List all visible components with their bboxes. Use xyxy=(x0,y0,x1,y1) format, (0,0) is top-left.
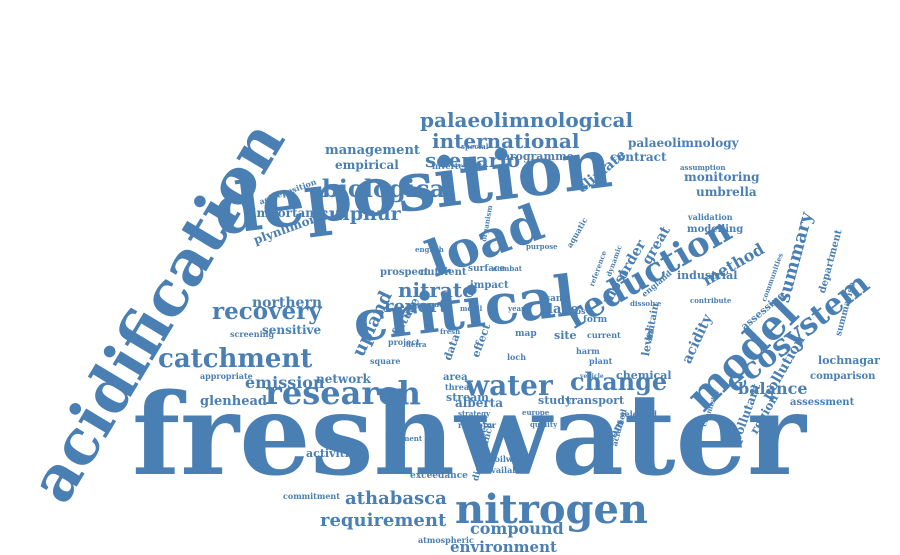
cloud-word: vehicle xyxy=(580,373,604,380)
cloud-word: sensitive xyxy=(262,323,322,337)
cloud-word: water xyxy=(465,369,553,402)
cloud-word: modelling xyxy=(687,224,744,235)
cloud-word: invertebrate xyxy=(432,161,488,171)
cloud-word: europe xyxy=(522,408,550,417)
cloud-word: strategy xyxy=(458,409,491,418)
cloud-word: network xyxy=(316,372,371,386)
cloud-word: alberta xyxy=(455,396,503,410)
cloud-word: form xyxy=(583,315,608,325)
cloud-word: umbrella xyxy=(696,185,757,199)
cloud-word: balance xyxy=(738,379,808,398)
cloud-word: dissolve xyxy=(630,299,662,308)
cloud-word: commitment xyxy=(283,491,340,501)
cloud-word: stream xyxy=(446,391,489,404)
cloud-word: empirical xyxy=(335,158,399,172)
cloud-word: selected xyxy=(620,409,657,419)
cloud-word: study xyxy=(538,394,572,407)
cloud-word: freshwater xyxy=(132,370,806,501)
cloud-word: prospect xyxy=(380,267,429,278)
cloud-word: available xyxy=(486,465,526,475)
cloud-word: activities xyxy=(306,447,363,460)
cloud-word: scps xyxy=(566,306,586,316)
cloud-word: sulphur xyxy=(318,203,401,225)
cloud-word: english xyxy=(415,245,444,254)
cloud-word: plant xyxy=(589,356,613,366)
cloud-word: catchment xyxy=(158,344,313,374)
cloud-word: atmospheric xyxy=(418,535,474,545)
cloud-word: loch xyxy=(507,352,527,362)
cloud-word: contract xyxy=(610,150,667,164)
cloud-word: environment xyxy=(450,538,557,555)
cloud-word: compound xyxy=(470,519,564,538)
cloud-word: glenhead xyxy=(200,394,267,409)
cloud-word: chemical xyxy=(616,369,672,382)
cloud-word: research xyxy=(265,374,421,412)
cloud-word: separate xyxy=(413,300,447,309)
cloud-word: fresh xyxy=(440,327,461,336)
cloud-word: soilwater xyxy=(490,454,531,464)
cloud-word: britain xyxy=(644,302,662,342)
cloud-word: exceedance xyxy=(410,471,468,481)
cloud-word: impact xyxy=(470,280,509,291)
cloud-word: validation xyxy=(688,212,733,222)
cloud-word: lochnagar xyxy=(818,354,880,367)
cloud-word: palaeolimnological xyxy=(420,108,634,132)
cloud-word: purpose xyxy=(526,242,558,251)
cloud-word: defra xyxy=(406,340,427,349)
cloud-word: recovery xyxy=(212,298,322,325)
cloud-word: harm xyxy=(576,346,600,356)
cloud-word: nutrient xyxy=(420,267,467,278)
cloud-word: metal xyxy=(460,304,483,313)
cloud-word: special xyxy=(461,142,489,151)
cloud-word: comparison xyxy=(810,371,876,382)
cloud-word: athabasca xyxy=(345,488,447,509)
cloud-word: transport xyxy=(566,394,625,407)
cloud-word: screening xyxy=(230,329,275,339)
cloud-word: receptor xyxy=(458,420,497,430)
cloud-word: scenario xyxy=(425,148,521,172)
cloud-word: appropriate xyxy=(200,371,253,381)
cloud-word: year xyxy=(508,304,525,313)
cloud-word: square xyxy=(370,356,401,366)
cloud-word: assumption xyxy=(680,163,726,172)
cloud-word: international xyxy=(432,129,580,153)
cloud-word: important xyxy=(252,206,320,220)
cloud-word: management xyxy=(325,143,420,158)
cloud-word: assessment xyxy=(790,397,855,408)
cloud-word: lake xyxy=(548,302,579,317)
cloud-word: sand xyxy=(545,294,569,304)
cloud-word: quality xyxy=(530,420,558,429)
cloud-word: biological xyxy=(322,174,455,203)
cloud-word: northern xyxy=(252,295,322,311)
cloud-word: industrial xyxy=(677,269,738,282)
cloud-word: area xyxy=(443,372,468,383)
cloud-word: map xyxy=(515,329,537,339)
cloud-word: requirement xyxy=(320,510,447,531)
cloud-word: report xyxy=(384,296,448,317)
cloud-word: contribute xyxy=(690,296,732,305)
cloud-word: project xyxy=(388,337,420,347)
cloud-word: threat xyxy=(445,382,473,392)
cloud-word: sediment xyxy=(386,434,423,443)
cloud-word: palaeolimnology xyxy=(628,136,739,150)
cloud-word: combat xyxy=(493,264,523,273)
cloud-word: monitoring xyxy=(684,170,760,184)
cloud-word: change xyxy=(570,367,668,396)
cloud-word: nitrogen xyxy=(455,486,649,533)
cloud-word: programme xyxy=(502,150,574,163)
cloud-word: surface xyxy=(468,264,506,274)
cloud-word: site xyxy=(554,329,577,342)
cloud-word: emission xyxy=(245,373,325,392)
cloud-word: nitrate xyxy=(398,278,475,302)
cloud-word: aquatic xyxy=(564,215,590,250)
cloud-word: current xyxy=(587,330,621,340)
